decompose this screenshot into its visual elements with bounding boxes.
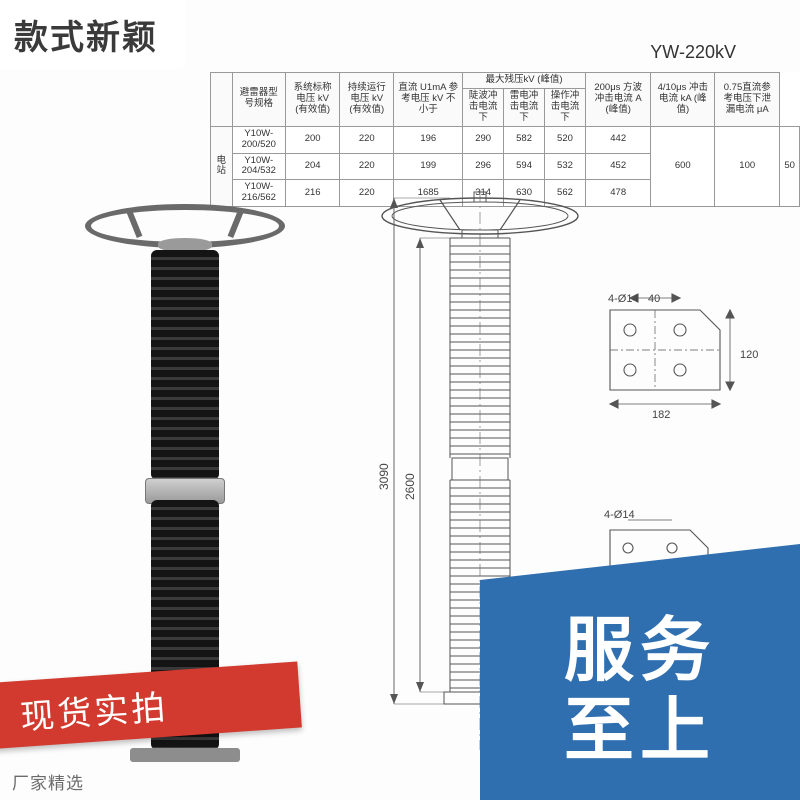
th-switching: 操作冲击电流下 [545,88,586,126]
td-category: 电站 [211,126,233,207]
spec-table: 避雷器型号规格 系统标称电压 kV (有效值) 持续运行电压 kV (有效值) … [210,72,800,207]
th-200us: 200μs 方波冲击电流 A (峰值) [585,73,651,127]
td: 220 [340,153,394,180]
svg-text:4-Ø14: 4-Ø14 [608,293,639,305]
td: 452 [585,153,651,180]
table-row: 电站 Y10W-200/520 200 220 196 290 582 520 … [211,126,800,153]
badge-style-novel: 款式新颖 [0,0,186,69]
th-lightning: 雷电冲击电流下 [504,88,545,126]
model-label: YW-220kV [650,42,736,63]
th-category [211,73,233,127]
svg-text:4-Ø14: 4-Ø14 [604,509,635,521]
td: 442 [585,126,651,153]
td: 196 [394,126,463,153]
svg-text:2600: 2600 [403,473,417,500]
td: 204 [286,153,340,180]
base-plate-icon [130,748,240,762]
table-header-row: 避雷器型号规格 系统标称电压 kV (有效值) 持续运行电压 kV (有效值) … [211,73,800,89]
td: 290 [463,126,504,153]
td: Y10W-200/520 [232,126,286,153]
td: 200 [286,126,340,153]
service-line-1: 服务 [564,610,716,691]
th-continuous-voltage: 持续运行电压 kV (有效值) [340,73,394,127]
service-line-2: 至上 [564,690,716,771]
th-steep: 陡波冲击电流下 [463,88,504,126]
td: 520 [545,126,586,153]
service-block: 服务 至上 [480,580,800,800]
td: 296 [463,153,504,180]
td: 199 [394,153,463,180]
th-dc-ref: 直流 U1mA 参考电压 kV 不小于 [394,73,463,127]
footer-text: 厂家精选 [12,769,84,794]
th-residual: 最大残压kV (峰值) [463,73,586,89]
td: 582 [504,126,545,153]
svg-text:182: 182 [652,409,670,421]
td: 220 [340,126,394,153]
td: 594 [504,153,545,180]
svg-text:3090: 3090 [377,463,391,490]
page-root: 款式新颖 YW-220kV 避雷器型号规格 系统标称电压 kV (有效值) 持续… [0,0,800,800]
td: 532 [545,153,586,180]
td: 50 [780,126,800,207]
insulator-segment-icon [151,250,219,480]
th-leakage: 0.75直流参考电压下泄漏电流 μA [715,73,780,127]
svg-text:40: 40 [648,293,660,305]
th-4-10us: 4/10μs 冲击电流 kA (峰值) [651,73,715,127]
th-sys-voltage: 系统标称电压 kV (有效值) [286,73,340,127]
th-model: 避雷器型号规格 [232,73,286,127]
svg-text:120: 120 [740,349,758,361]
td: Y10W-204/532 [232,153,286,180]
